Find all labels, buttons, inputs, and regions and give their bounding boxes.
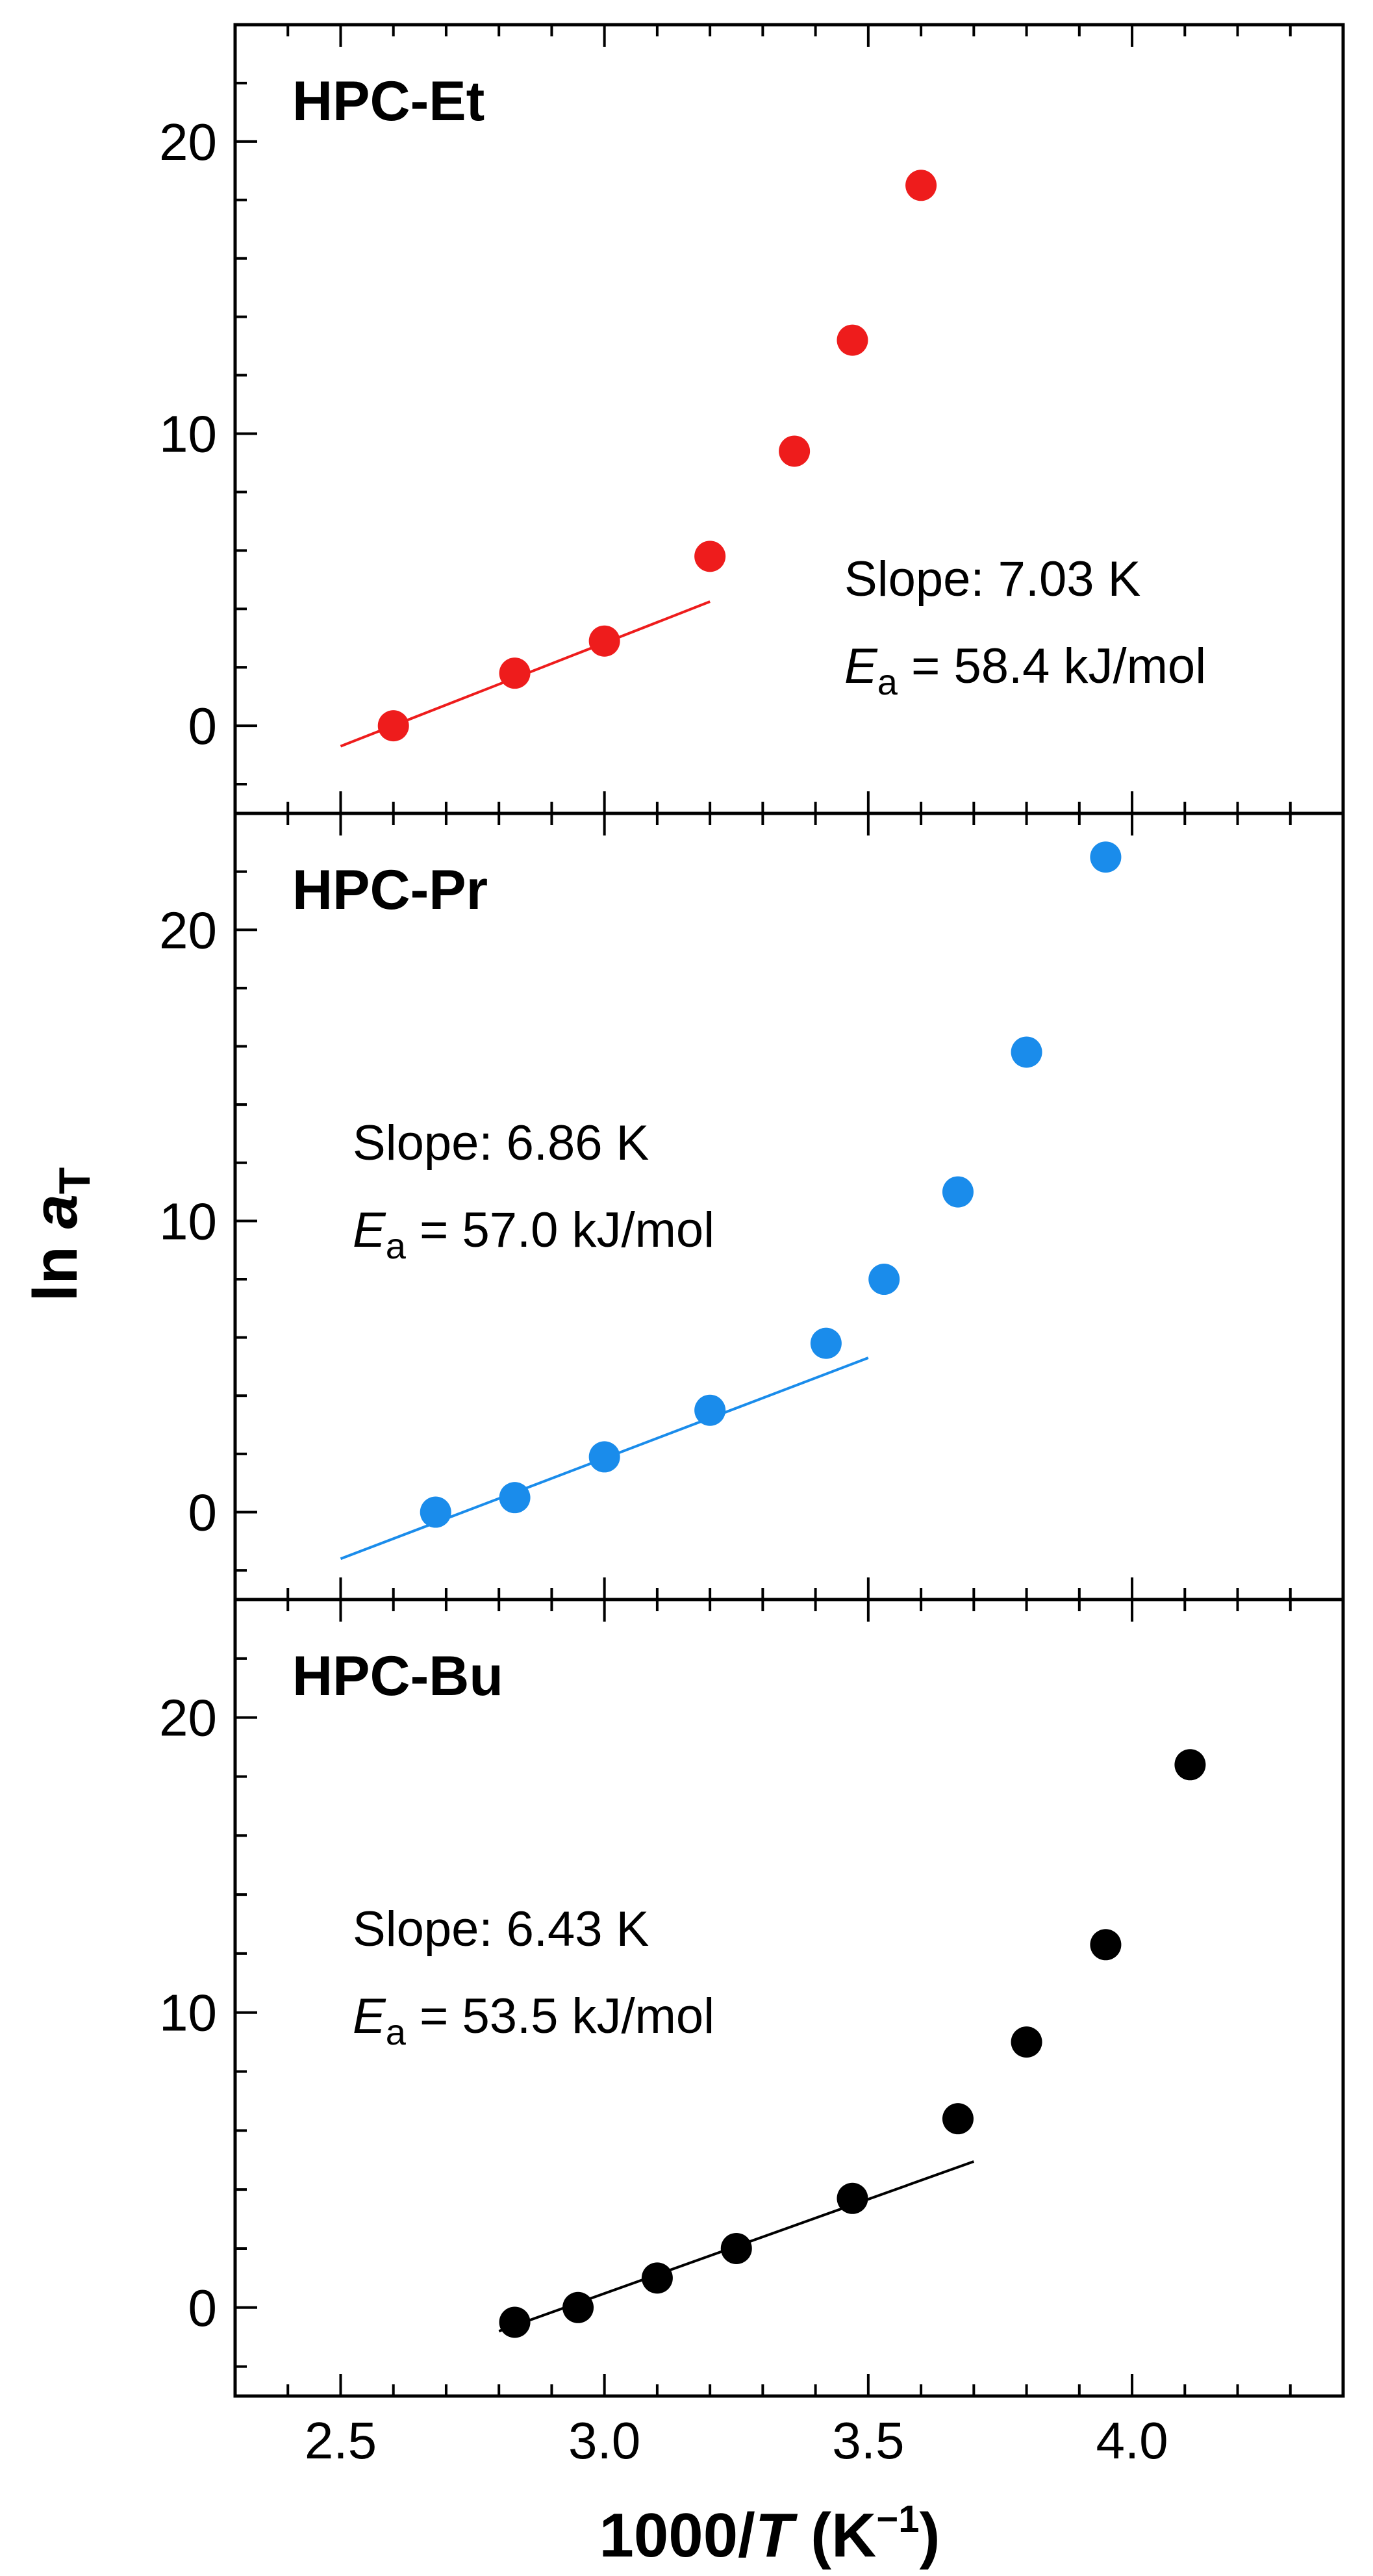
x-axis-title-unit-sup: −1 <box>876 2498 919 2540</box>
data-point-hpc-pr <box>499 1482 531 1514</box>
data-point-hpc-et <box>377 710 409 742</box>
data-point-hpc-et <box>588 625 620 657</box>
x-tick-label: 4.0 <box>1096 2412 1168 2469</box>
y-tick-label: 0 <box>188 697 218 755</box>
ea-label-hpc-et: Ea = 58.4 kJ/mol <box>844 639 1206 702</box>
y-tick-label: 10 <box>159 1192 217 1250</box>
data-point-hpc-pr <box>810 1327 842 1359</box>
data-point-hpc-bu <box>942 2103 974 2135</box>
x-axis-title-prefix: 1000/ <box>599 2501 755 2570</box>
ea-subscript: a <box>386 1225 407 1266</box>
data-point-hpc-pr <box>1011 1036 1042 1068</box>
x-axis-title-var: T <box>755 2501 798 2570</box>
panel-frame <box>233 1598 1345 2398</box>
panel-label-hpc-pr: HPC-Pr <box>292 859 488 921</box>
x-tick-label: 3.5 <box>832 2412 904 2469</box>
ea-value: = 57.0 kJ/mol <box>406 1203 714 1258</box>
y-tick-label: 20 <box>159 901 217 959</box>
data-point-hpc-pr <box>420 1496 451 1528</box>
slope-label-hpc-et: Slope: 7.03 K <box>844 552 1140 607</box>
data-point-hpc-pr <box>694 1394 726 1426</box>
y-tick-label: 10 <box>159 405 217 463</box>
data-point-hpc-bu <box>720 2232 752 2264</box>
y-axis-title-prefix: ln <box>21 1229 90 1301</box>
x-axis-title-unit-open: (K <box>793 2501 876 2570</box>
panel-hpc-bu: 0 10 20 HPC-Bu Slope: 6.43 K Ea = 53.5 kJ/mol <box>159 1598 1345 2398</box>
panel-hpc-et: 0 10 20 HPC-Et Slope: 7.03 K Ea = 58.4 kJ/mol <box>159 23 1345 815</box>
ea-symbol: E <box>353 1989 386 2044</box>
data-point-hpc-et <box>837 324 868 356</box>
panel-label-hpc-bu: HPC-Bu <box>292 1645 503 1707</box>
data-point-hpc-bu <box>641 2262 673 2294</box>
y-axis-title: ln aT <box>21 1167 99 1302</box>
x-tick-label: 2.5 <box>305 2412 377 2469</box>
data-point-hpc-bu <box>499 2306 531 2338</box>
data-point-hpc-pr <box>1090 841 1122 873</box>
data-point-hpc-bu <box>837 2182 868 2214</box>
x-tick-label: 3.0 <box>568 2412 640 2469</box>
data-point-hpc-pr <box>588 1441 620 1473</box>
panel-frame <box>233 23 1345 815</box>
y-axis-title-var: a <box>21 1194 90 1229</box>
data-point-hpc-bu <box>1090 1929 1122 1961</box>
ea-value: = 53.5 kJ/mol <box>406 1989 714 2044</box>
ea-label-hpc-bu: Ea = 53.5 kJ/mol <box>353 1989 714 2052</box>
data-point-hpc-bu <box>1174 1749 1206 1781</box>
ea-subscript: a <box>877 661 898 702</box>
data-point-hpc-et <box>905 170 937 201</box>
data-point-hpc-et <box>779 435 811 467</box>
y-axis-title-sub: T <box>50 1167 99 1195</box>
panels-group: 0 10 20 HPC-Et Slope: 7.03 K Ea = 58.4 kJ/mol… <box>159 23 1345 2469</box>
x-axis-title-unit-close: ) <box>920 2501 940 2570</box>
ea-label-hpc-pr: Ea = 57.0 kJ/mol <box>353 1203 714 1266</box>
ea-symbol: E <box>844 639 878 694</box>
y-tick-label: 0 <box>188 2279 218 2337</box>
data-point-hpc-bu <box>1011 2026 1042 2058</box>
y-tick-label: 10 <box>159 1984 217 2042</box>
data-point-hpc-pr <box>868 1264 900 1295</box>
data-point-hpc-et <box>694 541 726 572</box>
panel-label-hpc-et: HPC-Et <box>292 70 485 133</box>
y-tick-label: 20 <box>159 1689 217 1747</box>
panel-hpc-pr: 0 10 20 HPC-Pr Slope: 6.86 K Ea = 57.0 kJ/mol <box>159 811 1345 1601</box>
ea-symbol: E <box>353 1203 386 1258</box>
slope-label-hpc-pr: Slope: 6.86 K <box>353 1116 649 1171</box>
data-point-hpc-pr <box>942 1176 974 1208</box>
data-point-hpc-bu <box>562 2291 594 2323</box>
y-tick-label: 0 <box>188 1484 218 1542</box>
ea-value: = 58.4 kJ/mol <box>898 639 1206 694</box>
ea-subscript: a <box>386 2011 407 2052</box>
slope-label-hpc-bu: Slope: 6.43 K <box>353 1902 649 1957</box>
data-point-hpc-et <box>499 657 531 689</box>
y-tick-label: 20 <box>159 113 217 171</box>
panel-frame <box>233 811 1345 1601</box>
x-axis-title: 1000/T (K−1) <box>599 2498 940 2570</box>
